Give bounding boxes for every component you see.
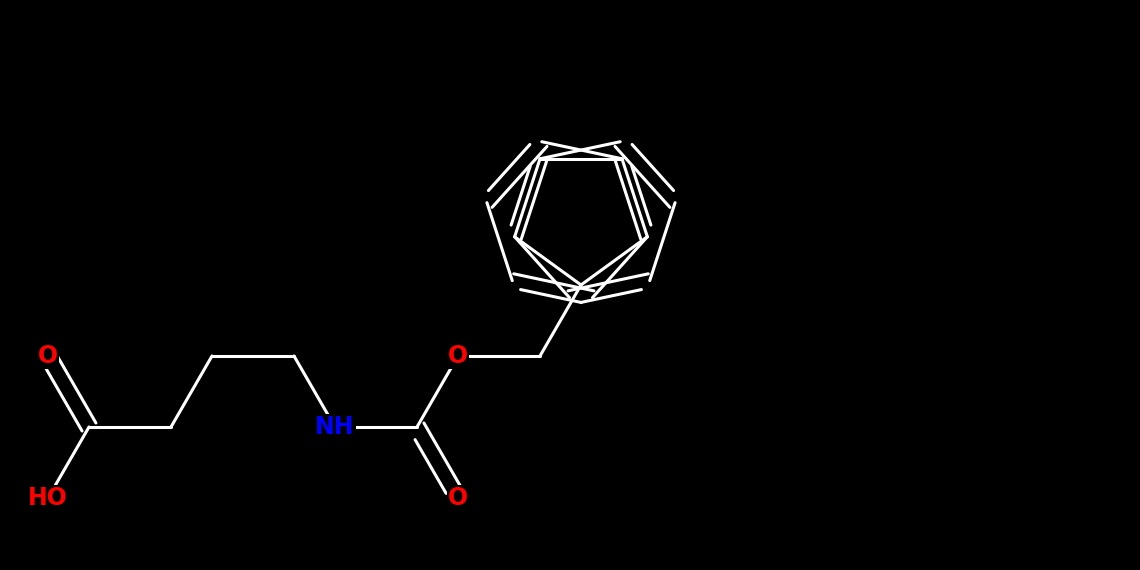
Text: HO: HO (28, 486, 68, 510)
Text: NH: NH (316, 415, 355, 439)
Text: O: O (38, 344, 58, 368)
Text: O: O (448, 486, 469, 510)
Text: O: O (448, 344, 469, 368)
